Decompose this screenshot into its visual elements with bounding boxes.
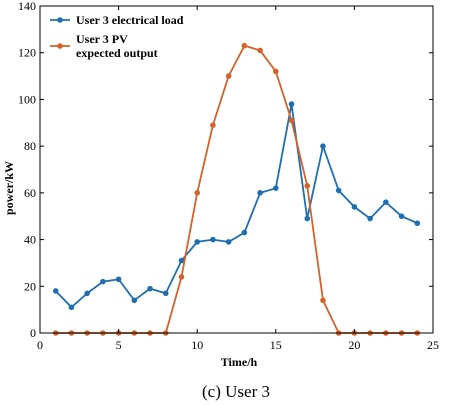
series-2-point-14 — [257, 47, 263, 54]
x-tick-label-4: 20 — [348, 338, 360, 352]
y-tick-label-0: 0 — [30, 326, 36, 340]
y-axis-label: power/kW — [2, 161, 16, 215]
legend-swatch-marker-1 — [57, 17, 63, 23]
axes: 0 5 10 15 20 25 0 20 40 60 80 100 120 140 — [18, 0, 439, 352]
series-1-point-6 — [131, 297, 138, 304]
series-2-point-9 — [178, 274, 185, 280]
legend-label-2-line-2: expected output — [76, 46, 158, 60]
series-1-point-17 — [304, 215, 311, 222]
series-2-point-16 — [288, 117, 295, 124]
plot-marks — [52, 42, 421, 336]
series-2-point-13 — [241, 42, 248, 49]
x-tick-label-2: 10 — [191, 338, 203, 352]
legend-label-2-line-1: User 3 PV — [76, 32, 128, 46]
legend-label-1-line-1: User 3 electrical load — [76, 13, 184, 27]
series-line-2 — [55, 44, 418, 334]
chart-caption: (c) User 3 — [202, 382, 270, 401]
y-tick-label-3: 60 — [24, 186, 36, 200]
series-1-point-10 — [194, 239, 200, 245]
x-axis-label: Time/h — [221, 355, 258, 369]
series-2-point-12 — [225, 73, 232, 79]
x-tick-label-5: 25 — [427, 338, 439, 352]
y-tick-label-1: 20 — [24, 279, 36, 293]
series-2-point-17 — [304, 183, 311, 189]
plot-frame — [39, 5, 434, 334]
series-1-point-20 — [351, 204, 358, 210]
series-1-point-19 — [335, 187, 342, 194]
series-1-point-15 — [273, 185, 279, 191]
series-1-point-11 — [210, 236, 216, 243]
y-tick-label-5: 100 — [18, 92, 36, 106]
series-1-point-14 — [257, 190, 263, 196]
x-tick-label-0: 0 — [37, 338, 43, 352]
series-1-point-3 — [84, 290, 90, 297]
series-2-point-15 — [273, 68, 279, 75]
x-tick-label-1: 5 — [116, 338, 122, 352]
series-1-point-2 — [68, 304, 75, 311]
series-2-point-18 — [320, 297, 326, 304]
series-1-point-12 — [225, 239, 232, 245]
y-tick-label-4: 80 — [24, 139, 36, 153]
y-tick-label-7: 140 — [18, 0, 36, 13]
series-1-point-24 — [414, 220, 421, 227]
series-2-point-10 — [194, 190, 200, 196]
y-tick-label-6: 120 — [18, 46, 36, 60]
series-1-point-4 — [100, 278, 106, 285]
series-1-point-1 — [52, 288, 59, 294]
series-1-point-8 — [162, 290, 169, 297]
legend-swatch-marker-2 — [57, 43, 63, 49]
series-line-1 — [55, 103, 418, 309]
series-1-point-23 — [398, 213, 405, 220]
series-1-point-7 — [147, 285, 153, 292]
x-tick-label-3: 15 — [270, 338, 282, 352]
series-1-point-21 — [367, 215, 373, 222]
series-1-point-18 — [320, 143, 326, 149]
series-2-point-11 — [210, 122, 216, 128]
series-1-point-9 — [178, 257, 185, 264]
legend: User 3 electrical load User 3 PVexpected … — [50, 13, 184, 60]
series-1-point-13 — [241, 229, 248, 236]
y-tick-label-2: 40 — [24, 233, 36, 247]
series-1-point-16 — [288, 101, 295, 107]
series-1-point-5 — [115, 276, 122, 283]
series-1-point-22 — [383, 199, 389, 205]
